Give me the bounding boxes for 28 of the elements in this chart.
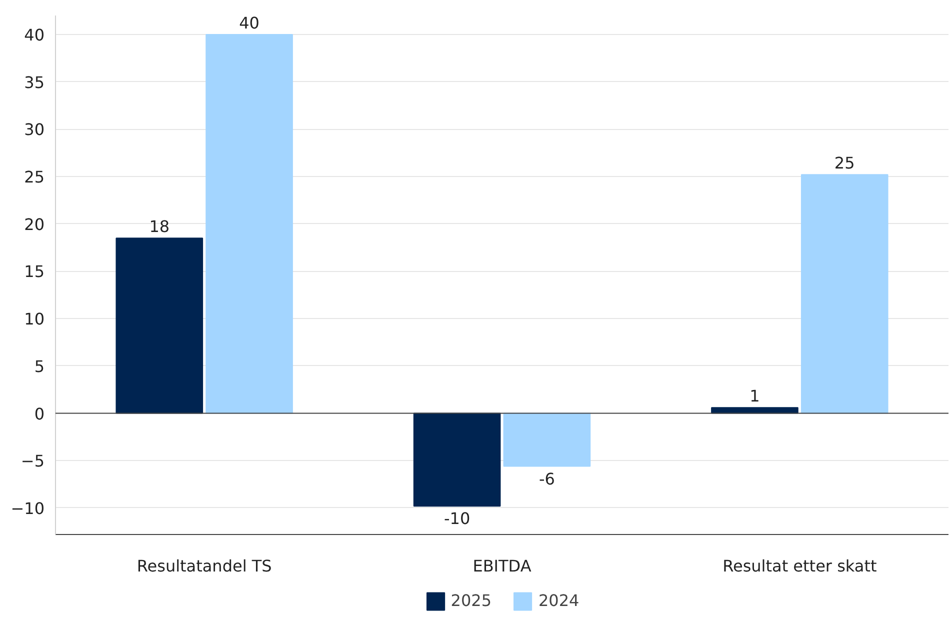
data-label: 40: [239, 13, 260, 32]
y-tick-label: 20: [24, 214, 44, 234]
bar: [206, 34, 293, 414]
bar: [711, 407, 798, 414]
legend-label: 2025: [450, 591, 492, 610]
bar: [413, 412, 501, 507]
y-tick-label: 25: [24, 168, 44, 187]
bar: [800, 174, 888, 414]
legend-label: 2024: [538, 591, 580, 610]
x-tick-label: EBITDA: [472, 556, 532, 576]
y-tick-label: 10: [24, 310, 44, 329]
data-label: 18: [149, 217, 170, 236]
y-tick-label: 0: [34, 404, 45, 424]
y-tick-label: 30: [24, 120, 44, 140]
y-tick-label: −10: [10, 498, 44, 518]
data-label: -6: [538, 469, 555, 488]
y-tick-label: 40: [24, 25, 44, 44]
data-label: 1: [750, 386, 760, 406]
x-tick-label: Resultatandel TS: [136, 556, 272, 576]
bar: [116, 238, 204, 414]
y-tick-label: 15: [24, 262, 44, 282]
y-tick-label: −5: [20, 452, 45, 471]
y-tick-label: 5: [34, 356, 45, 376]
x-tick-label: Resultat etter skatt: [722, 556, 877, 576]
bar: [503, 412, 591, 467]
y-tick-label: 35: [24, 72, 44, 92]
data-label: -10: [444, 509, 470, 528]
data-label: 25: [834, 154, 855, 173]
